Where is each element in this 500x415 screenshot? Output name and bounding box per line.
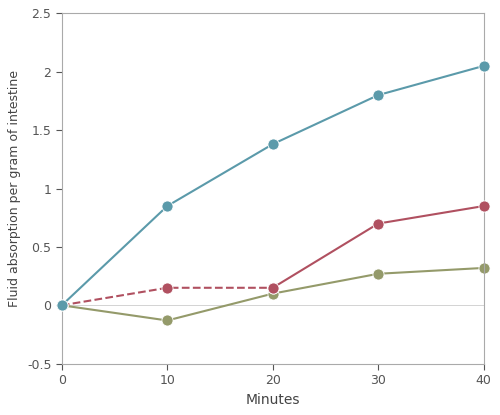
X-axis label: Minutes: Minutes	[246, 393, 300, 407]
Y-axis label: Fluid absorption per gram of intestine: Fluid absorption per gram of intestine	[8, 70, 22, 307]
